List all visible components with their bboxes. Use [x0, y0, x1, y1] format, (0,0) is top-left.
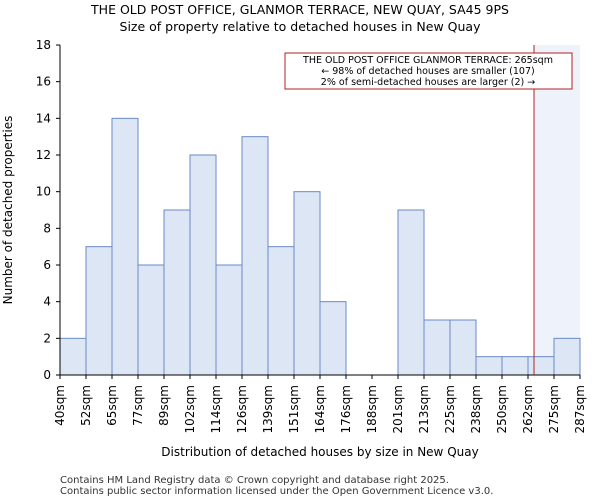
bar-275sqm	[553, 337, 581, 376]
x-tick-label-250sqm: 250sqm	[495, 385, 509, 433]
y-tick-label-0: 0	[43, 368, 51, 382]
y-tick-label-16: 16	[36, 75, 51, 89]
chart-title: THE OLD POST OFFICE, GLANMOR TERRACE, NE…	[90, 2, 509, 17]
annotation-border	[284, 52, 573, 90]
x-tick-label-40sqm: 40sqm	[53, 385, 67, 426]
x-tick-label-139sqm: 139sqm	[261, 385, 275, 433]
x-tick-label-151sqm: 151sqm	[287, 385, 301, 433]
bar-164sqm	[319, 301, 347, 376]
x-tick-label-65sqm: 65sqm	[105, 385, 119, 426]
highlight-region	[534, 45, 580, 375]
bar-151sqm	[293, 191, 321, 376]
annotation-line-3: 2% of semi-detached houses are larger (2…	[321, 77, 535, 88]
bar-225sqm	[449, 319, 477, 376]
bar-262sqm	[527, 356, 555, 376]
bar-114sqm	[215, 264, 243, 376]
bar-126sqm	[241, 136, 269, 376]
x-tick-label-213sqm: 213sqm	[417, 385, 431, 433]
x-tick-label-102sqm: 102sqm	[183, 385, 197, 433]
x-tick-label-201sqm: 201sqm	[391, 385, 405, 433]
y-axis-label: Number of detached properties	[1, 116, 15, 305]
footer-line-2: Contains public sector information licen…	[60, 486, 493, 497]
x-tick-label-287sqm: 287sqm	[573, 385, 587, 433]
annotation-line-1: THE OLD POST OFFICE GLANMOR TERRACE: 265…	[302, 55, 553, 66]
footer-line-1: Contains HM Land Registry data © Crown c…	[60, 475, 449, 486]
x-tick-label-238sqm: 238sqm	[469, 385, 483, 433]
bar-213sqm	[423, 319, 451, 376]
y-tick-label-8: 8	[43, 221, 51, 235]
x-tick-label-262sqm: 262sqm	[521, 385, 535, 433]
bar-65sqm	[111, 117, 139, 376]
y-tick-label-12: 12	[36, 148, 51, 162]
annotation-line-2: ← 98% of detached houses are smaller (10…	[321, 66, 534, 77]
annotation-box: THE OLD POST OFFICE GLANMOR TERRACE: 265…	[284, 52, 573, 90]
x-tick-label-275sqm: 275sqm	[547, 385, 561, 433]
x-tick-label-77sqm: 77sqm	[131, 385, 145, 426]
bar-89sqm	[163, 209, 191, 376]
bar-139sqm	[267, 246, 295, 376]
x-tick-label-52sqm: 52sqm	[79, 385, 93, 426]
chart-subtitle: Size of property relative to detached ho…	[120, 19, 482, 34]
bar-238sqm	[475, 356, 503, 376]
bar-102sqm	[189, 154, 217, 376]
y-tick-label-6: 6	[43, 258, 51, 272]
x-tick-label-126sqm: 126sqm	[235, 385, 249, 433]
y-tick-label-10: 10	[36, 185, 51, 199]
bar-52sqm	[85, 246, 113, 376]
x-tick-label-114sqm: 114sqm	[209, 385, 223, 433]
x-tick-label-188sqm: 188sqm	[365, 385, 379, 433]
y-tick-label-14: 14	[36, 111, 51, 125]
x-tick-label-176sqm: 176sqm	[339, 385, 353, 433]
bar-40sqm	[59, 337, 87, 376]
bar-77sqm	[137, 264, 165, 376]
y-tick-label-2: 2	[43, 331, 51, 345]
y-tick-label-18: 18	[36, 38, 51, 52]
x-tick-label-225sqm: 225sqm	[443, 385, 457, 433]
x-tick-label-89sqm: 89sqm	[157, 385, 171, 426]
x-tick-label-164sqm: 164sqm	[313, 385, 327, 433]
bar-201sqm	[397, 209, 425, 376]
y-tick-label-4: 4	[43, 295, 51, 309]
x-axis-label: Distribution of detached houses by size …	[161, 445, 478, 459]
bar-250sqm	[501, 356, 529, 376]
